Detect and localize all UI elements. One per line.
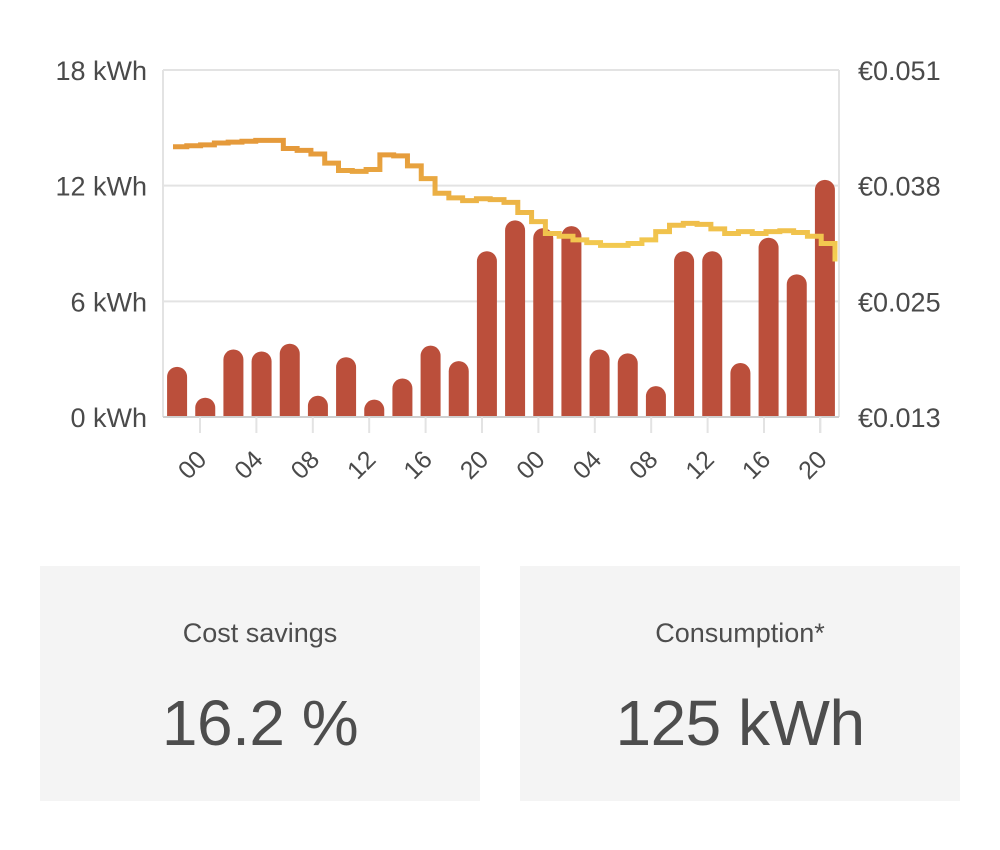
- left-axis-tick: 18 kWh: [55, 56, 147, 86]
- consumption-bar[interactable]: [476, 251, 497, 417]
- consumption-bar[interactable]: [674, 251, 695, 417]
- consumption-bar[interactable]: [336, 357, 357, 417]
- cost-savings-card: Cost savings 16.2 %: [40, 566, 480, 801]
- price-line: [173, 137, 838, 262]
- x-axis-tick: 04: [229, 445, 269, 485]
- cost-savings-value: 16.2 %: [161, 687, 359, 759]
- price-step-line[interactable]: [173, 137, 838, 262]
- x-axis-tick: 20: [455, 445, 494, 484]
- consumption-bar[interactable]: [533, 228, 554, 417]
- x-axis-tick: 08: [286, 445, 325, 484]
- x-axis-tick: 04: [568, 445, 608, 485]
- x-axis-tick: 16: [398, 445, 437, 484]
- consumption-bar[interactable]: [505, 220, 526, 417]
- consumption-bar[interactable]: [223, 349, 244, 417]
- consumption-value: 125 kWh: [615, 687, 865, 759]
- consumption-bar[interactable]: [167, 366, 188, 417]
- consumption-bar[interactable]: [617, 353, 638, 417]
- consumption-bar[interactable]: [195, 397, 216, 417]
- left-axis-tick: 6 kWh: [70, 287, 147, 317]
- x-axis-tick: 12: [342, 445, 381, 484]
- consumption-label: Consumption*: [655, 618, 825, 648]
- consumption-bar[interactable]: [814, 179, 835, 417]
- right-axis-tick: €0.038: [858, 172, 941, 202]
- consumption-bar[interactable]: [420, 345, 441, 417]
- consumption-bar[interactable]: [758, 237, 779, 417]
- x-axis-tick: 08: [624, 445, 663, 484]
- consumption-bar[interactable]: [364, 399, 385, 417]
- summary-cards: Cost savings 16.2 % Consumption* 125 kWh: [40, 566, 960, 801]
- consumption-bar[interactable]: [786, 274, 807, 417]
- consumption-bar[interactable]: [702, 251, 723, 417]
- x-axis-tick: 00: [173, 445, 212, 484]
- axes: 0 kWh €0.013 6 kWh €0.025 12 kWh €0.038 18 kWh…: [55, 56, 940, 485]
- right-axis-tick: €0.013: [858, 403, 941, 433]
- consumption-bar[interactable]: [307, 395, 328, 417]
- consumption-card: Consumption* 125 kWh: [520, 566, 960, 801]
- consumption-bar[interactable]: [279, 343, 300, 417]
- consumption-bar[interactable]: [392, 378, 413, 417]
- cost-savings-label: Cost savings: [182, 618, 338, 648]
- consumption-bar[interactable]: [561, 226, 582, 417]
- right-axis-tick: €0.025: [858, 287, 941, 317]
- x-axis-tick: 16: [737, 445, 776, 484]
- left-axis-tick: 0 kWh: [70, 403, 147, 433]
- consumption-bar[interactable]: [645, 386, 666, 417]
- x-axis-tick: 12: [680, 445, 719, 484]
- consumption-bar[interactable]: [448, 361, 469, 417]
- consumption-bar[interactable]: [589, 349, 610, 417]
- consumption-bar[interactable]: [251, 351, 272, 417]
- right-axis-tick: €0.051: [858, 56, 941, 86]
- left-axis-tick: 12 kWh: [55, 172, 147, 202]
- x-axis-tick: 00: [511, 445, 550, 484]
- consumption-price-chart: 0 kWh €0.013 6 kWh €0.025 12 kWh €0.038 18 kWh…: [55, 56, 940, 485]
- consumption-bars: [167, 179, 835, 417]
- x-axis-tick: 20: [793, 445, 832, 484]
- consumption-bar[interactable]: [730, 363, 751, 417]
